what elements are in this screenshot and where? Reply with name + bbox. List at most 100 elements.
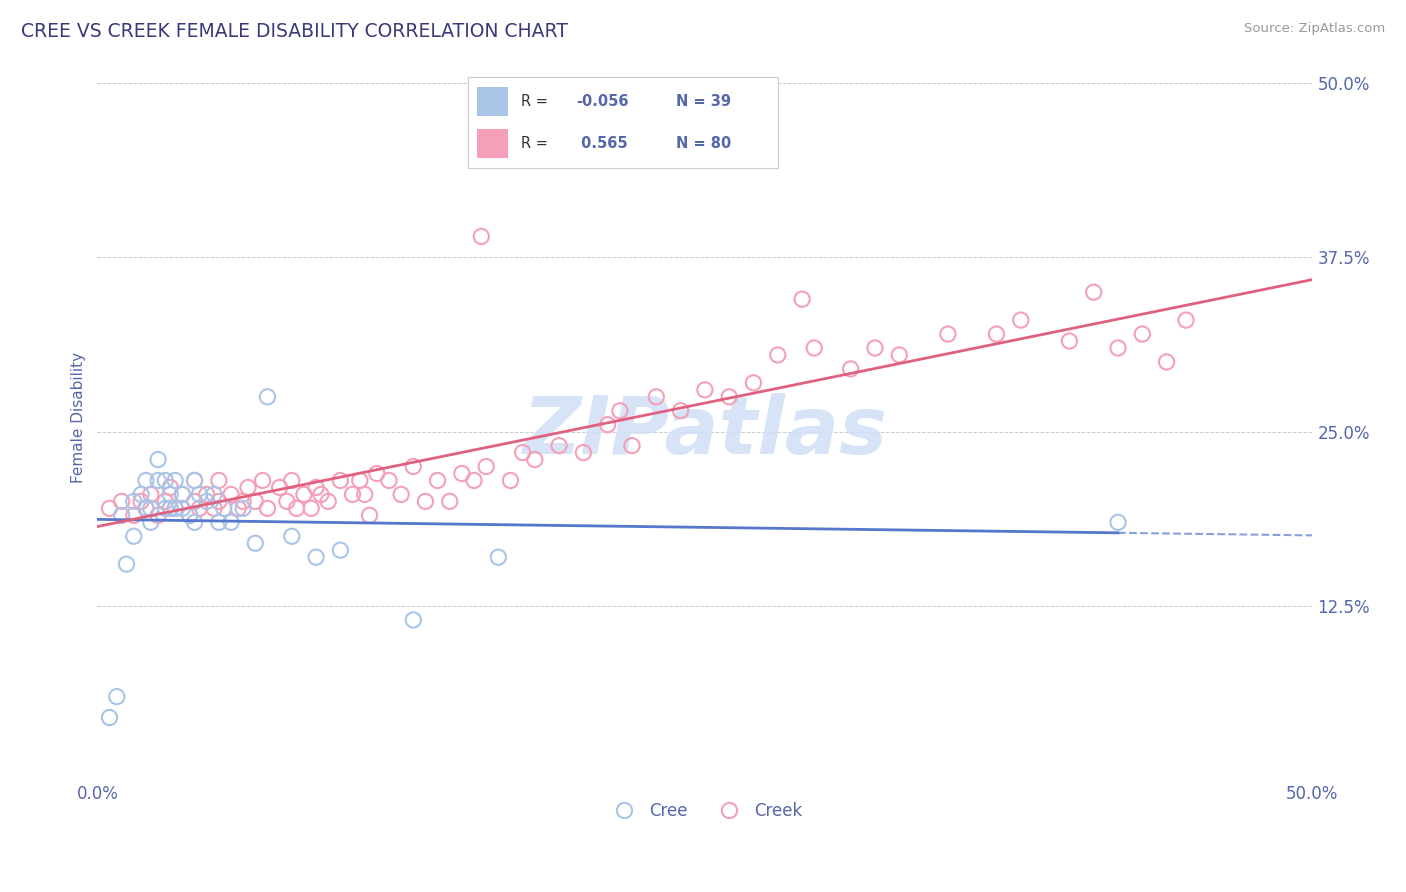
- Point: [470, 229, 492, 244]
- Point: [129, 494, 152, 508]
- Legend: Cree, Creek: Cree, Creek: [600, 795, 808, 826]
- Point: [195, 487, 218, 501]
- Point: [342, 487, 364, 501]
- Point: [146, 474, 169, 488]
- Point: [165, 501, 187, 516]
- Point: [212, 501, 235, 516]
- Point: [839, 362, 862, 376]
- Point: [742, 376, 765, 390]
- Point: [486, 550, 509, 565]
- Point: [572, 445, 595, 459]
- Point: [439, 494, 461, 508]
- Point: [146, 452, 169, 467]
- Point: [98, 710, 121, 724]
- Point: [359, 508, 381, 523]
- Point: [165, 501, 187, 516]
- Point: [165, 474, 187, 488]
- Point: [183, 474, 205, 488]
- Point: [596, 417, 619, 432]
- Point: [426, 474, 449, 488]
- Point: [292, 487, 315, 501]
- Point: [353, 487, 375, 501]
- Point: [463, 474, 485, 488]
- Point: [135, 501, 157, 516]
- Point: [111, 508, 134, 523]
- Point: [256, 390, 278, 404]
- Point: [202, 501, 225, 516]
- Point: [115, 557, 138, 571]
- Point: [415, 494, 437, 508]
- Point: [499, 474, 522, 488]
- Point: [139, 516, 162, 530]
- Point: [523, 452, 546, 467]
- Point: [305, 480, 328, 494]
- Point: [146, 508, 169, 523]
- Point: [188, 501, 211, 516]
- Point: [766, 348, 789, 362]
- Point: [105, 690, 128, 704]
- Point: [202, 487, 225, 501]
- Point: [208, 474, 231, 488]
- Point: [122, 529, 145, 543]
- Point: [183, 474, 205, 488]
- Point: [986, 326, 1008, 341]
- Point: [159, 501, 181, 516]
- Point: [1059, 334, 1081, 348]
- Point: [402, 459, 425, 474]
- Text: CREE VS CREEK FEMALE DISABILITY CORRELATION CHART: CREE VS CREEK FEMALE DISABILITY CORRELAT…: [21, 22, 568, 41]
- Point: [329, 543, 352, 558]
- Point: [299, 501, 322, 516]
- Point: [305, 550, 328, 565]
- Point: [803, 341, 825, 355]
- Point: [122, 494, 145, 508]
- Point: [195, 494, 218, 508]
- Point: [1107, 516, 1129, 530]
- Point: [790, 292, 813, 306]
- Point: [179, 508, 201, 523]
- Point: [172, 487, 194, 501]
- Point: [378, 474, 401, 488]
- Point: [402, 613, 425, 627]
- Point: [183, 494, 205, 508]
- Point: [232, 494, 254, 508]
- Point: [475, 459, 498, 474]
- Point: [366, 467, 388, 481]
- Text: Source: ZipAtlas.com: Source: ZipAtlas.com: [1244, 22, 1385, 36]
- Point: [135, 474, 157, 488]
- Point: [1130, 326, 1153, 341]
- Point: [281, 474, 304, 488]
- Point: [155, 494, 177, 508]
- Point: [252, 474, 274, 488]
- Point: [159, 487, 181, 501]
- Point: [111, 494, 134, 508]
- Point: [135, 501, 157, 516]
- Point: [1083, 285, 1105, 300]
- Point: [179, 508, 201, 523]
- Point: [219, 487, 242, 501]
- Point: [122, 508, 145, 523]
- Point: [1175, 313, 1198, 327]
- Text: ZIPatlas: ZIPatlas: [523, 393, 887, 471]
- Point: [232, 501, 254, 516]
- Point: [669, 403, 692, 417]
- Point: [451, 467, 474, 481]
- Point: [159, 480, 181, 494]
- Point: [256, 501, 278, 516]
- Point: [183, 516, 205, 530]
- Point: [316, 494, 339, 508]
- Point: [620, 439, 643, 453]
- Point: [1107, 341, 1129, 355]
- Point: [155, 474, 177, 488]
- Point: [693, 383, 716, 397]
- Point: [245, 536, 267, 550]
- Point: [718, 390, 741, 404]
- Point: [1156, 355, 1178, 369]
- Point: [129, 487, 152, 501]
- Point: [512, 445, 534, 459]
- Point: [208, 494, 231, 508]
- Point: [226, 501, 249, 516]
- Point: [645, 390, 668, 404]
- Point: [276, 494, 298, 508]
- Point: [219, 516, 242, 530]
- Point: [936, 326, 959, 341]
